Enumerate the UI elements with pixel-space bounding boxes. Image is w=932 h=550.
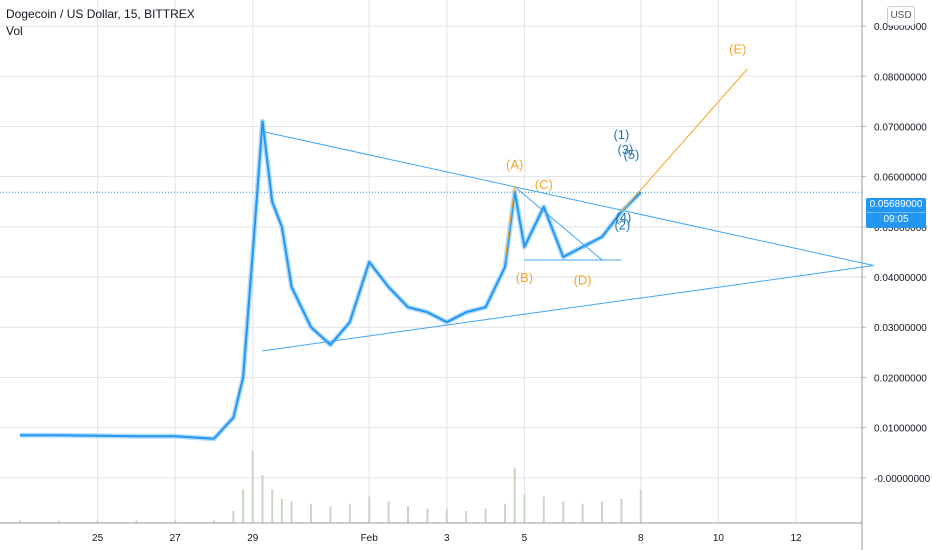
last-price-badge: 0.05689000 09:05 xyxy=(866,198,926,228)
symbol-title[interactable]: Dogecoin / US Dollar, 15, BITTREX xyxy=(6,7,195,21)
volume-bar xyxy=(407,506,409,523)
wave-label[interactable]: (C) xyxy=(535,177,553,192)
price-axis-label: 0.08000000 xyxy=(874,72,927,83)
price-axis-label: 0.02000000 xyxy=(874,373,927,384)
volume-bar xyxy=(639,489,642,523)
volume-bar xyxy=(523,494,526,523)
upper-trendline[interactable] xyxy=(262,130,874,266)
volume-bar xyxy=(465,511,468,523)
volume-bar xyxy=(426,508,429,523)
volume-bar xyxy=(251,451,254,523)
price-axis-label: 0.03000000 xyxy=(874,323,927,334)
volume-bar xyxy=(542,496,545,523)
volume-bar xyxy=(445,508,448,523)
volume-indicator-label[interactable]: Vol xyxy=(6,24,23,38)
volume-bar xyxy=(280,499,283,523)
time-axis-label: 3 xyxy=(444,533,450,544)
volume-bar xyxy=(348,503,351,523)
wave-e-projection[interactable] xyxy=(621,68,748,213)
time-axis-label: 27 xyxy=(170,533,182,544)
time-axis-label: 5 xyxy=(522,533,528,544)
wave-label[interactable]: (B) xyxy=(516,270,533,285)
wave-triangle-upper[interactable] xyxy=(514,186,603,261)
volume-bar xyxy=(57,520,60,523)
time-axis-label: 10 xyxy=(713,533,725,544)
volume-bar xyxy=(271,489,274,523)
grid-lines xyxy=(0,0,862,523)
price-axis-label: 0.07000000 xyxy=(874,122,927,133)
price-line xyxy=(20,120,642,440)
volume-bar xyxy=(387,501,390,523)
time-axis-label: 12 xyxy=(790,533,802,544)
volume-bar xyxy=(513,467,516,523)
price-axis-label: 0.05000000 xyxy=(874,223,927,234)
price-smoothing-band xyxy=(20,118,643,442)
volume-bar xyxy=(261,475,264,523)
price-axis-label: 0.04000000 xyxy=(874,273,927,284)
wave-annotations[interactable]: (A) (B) (C) (D) (E) (1) (2) (3) (4) (5) xyxy=(506,42,746,288)
volume-bar xyxy=(19,520,21,523)
price-series xyxy=(20,118,643,442)
volume-bar xyxy=(174,520,177,523)
volume-bar xyxy=(581,503,584,523)
bar-countdown: 09:05 xyxy=(866,212,926,227)
time-axis-label: Feb xyxy=(361,533,379,544)
wave-label[interactable]: (2) xyxy=(614,217,630,232)
wave-label[interactable]: (E) xyxy=(729,42,746,57)
volume-bar xyxy=(213,520,215,523)
volume-bar xyxy=(601,501,603,523)
price-axis-label: -0.00000000 xyxy=(874,474,931,485)
volume-bar xyxy=(368,496,371,523)
last-price-value: 0.05689000 xyxy=(869,199,923,210)
wave-label[interactable]: (3) xyxy=(617,142,633,157)
volume-bar xyxy=(562,501,565,523)
currency-button[interactable]: USD xyxy=(887,6,915,26)
volume-bar xyxy=(290,501,293,523)
volume-bar xyxy=(484,508,487,523)
volume-bar xyxy=(96,520,99,523)
time-axis-label: 29 xyxy=(247,533,259,544)
volume-bar xyxy=(310,503,312,523)
volume-bars xyxy=(19,451,642,523)
wave-label[interactable]: (D) xyxy=(574,273,592,288)
volume-bar xyxy=(232,511,235,523)
wave-label[interactable]: (5) xyxy=(623,147,639,162)
price-axis-label: 0.09000000 xyxy=(874,22,927,33)
time-axis-label: 8 xyxy=(638,533,644,544)
price-axis-label: 0.01000000 xyxy=(874,424,927,435)
price-axis-label: 0.06000000 xyxy=(874,173,927,184)
lower-trendline[interactable] xyxy=(262,265,874,352)
volume-bar xyxy=(329,506,332,523)
time-axis-label: 25 xyxy=(92,533,104,544)
triangle-drawing[interactable] xyxy=(262,68,874,352)
volume-bar xyxy=(242,489,245,523)
wave-abc-leg[interactable] xyxy=(504,186,516,263)
volume-bar xyxy=(135,520,138,523)
volume-bar xyxy=(504,503,506,523)
volume-bar xyxy=(620,499,623,523)
wave-label[interactable]: (4) xyxy=(615,210,631,225)
wave-label[interactable]: (1) xyxy=(613,127,629,142)
wave-label[interactable]: (A) xyxy=(506,157,523,172)
